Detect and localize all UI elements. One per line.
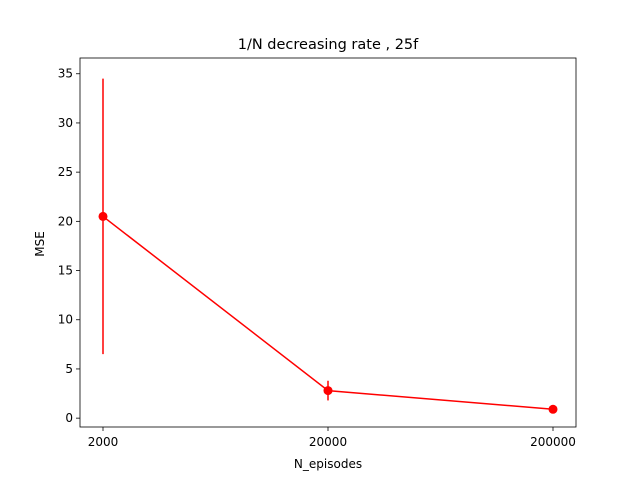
y-tick-label-3: 15: [58, 264, 73, 278]
x-axis-label: N_episodes: [294, 457, 362, 471]
y-tick-label-7: 35: [58, 67, 73, 81]
chart-title: 1/N decreasing rate , 25f: [238, 37, 419, 53]
x-tick-label-2: 200000: [530, 435, 576, 449]
data-point-0-1: [323, 386, 333, 396]
y-tick-label-5: 25: [58, 165, 73, 179]
data-point-0-2: [548, 404, 558, 414]
x-tick-label-1: 20000: [309, 435, 347, 449]
x-tick-label-0: 2000: [88, 435, 119, 449]
plot-area: 0 5 10 15 20 25 30 35 2000 20000 200000: [58, 57, 577, 449]
y-axis-label: MSE: [33, 231, 47, 257]
y-tick-label-6: 30: [58, 116, 73, 130]
y-tick-label-2: 10: [58, 313, 73, 327]
axes-frame: [79, 57, 577, 428]
y-tick-label-4: 20: [58, 214, 73, 228]
y-tick-label-1: 5: [65, 362, 73, 376]
y-tick-label-0: 0: [65, 411, 73, 425]
data-point-0-0: [98, 211, 108, 221]
